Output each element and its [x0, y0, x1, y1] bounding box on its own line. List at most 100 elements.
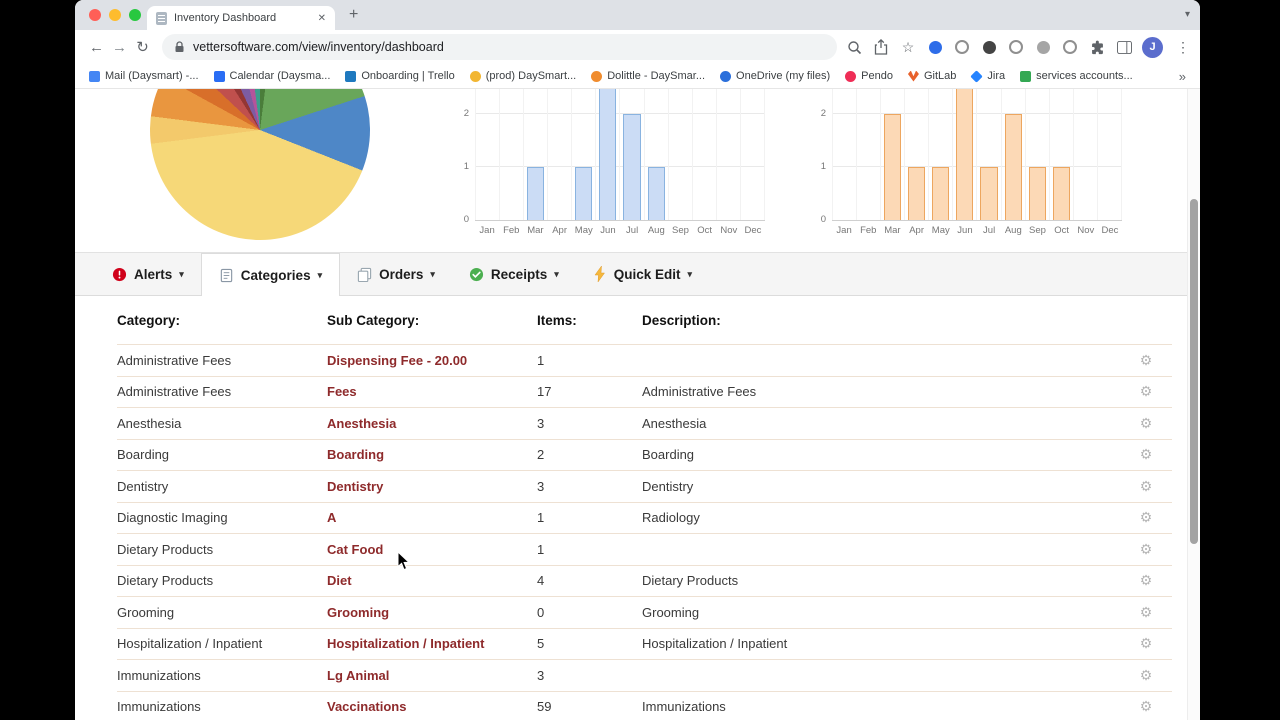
bar: [575, 167, 593, 220]
extension-icon-3[interactable]: [1007, 38, 1025, 56]
bookmark-item[interactable]: GitLab: [907, 70, 956, 82]
address-bar[interactable]: vettersoftware.com/view/inventory/dashbo…: [162, 34, 837, 60]
sub-category-cell[interactable]: Cat Food: [327, 541, 384, 557]
bookmark-item[interactable]: Onboarding | Trello: [345, 70, 455, 82]
sub-category-cell[interactable]: Lg Animal: [327, 667, 390, 683]
x-axis-tick: Oct: [1054, 225, 1070, 236]
scrollbar[interactable]: [1187, 89, 1200, 720]
x-axis-tick: Jun: [957, 225, 973, 236]
browser-tab[interactable]: Inventory Dashboard ✕: [147, 6, 335, 30]
category-cell: Immunizations: [117, 667, 201, 683]
bookmark-item[interactable]: Mail (Daysmart) -...: [89, 70, 199, 82]
new-tab-button[interactable]: +: [349, 6, 359, 23]
description-cell: Radiology: [642, 510, 700, 526]
items-cell: 0: [537, 604, 545, 620]
puzzle-icon[interactable]: [1088, 38, 1106, 56]
row-settings-gear-icon[interactable]: ⚙: [1139, 666, 1153, 683]
sub-category-cell[interactable]: A: [327, 510, 337, 526]
table-row: Boarding Boarding 2 Boarding ⚙: [117, 438, 1172, 471]
x-axis-tick: Sep: [1029, 225, 1046, 236]
extension-icon-2[interactable]: [980, 38, 998, 56]
items-cell: 4: [537, 573, 545, 589]
bookmark-star-icon[interactable]: ☆: [901, 38, 915, 55]
row-settings-gear-icon[interactable]: ⚙: [1139, 635, 1153, 652]
category-cell: Grooming: [117, 604, 175, 620]
row-settings-gear-icon[interactable]: ⚙: [1139, 698, 1153, 715]
bookmark-item[interactable]: Pendo: [845, 70, 893, 82]
row-settings-gear-icon[interactable]: ⚙: [1139, 540, 1153, 557]
row-settings-gear-icon[interactable]: ⚙: [1139, 603, 1153, 620]
alert-icon: [112, 267, 127, 282]
bookmark-item[interactable]: (prod) DaySmart...: [469, 70, 576, 82]
bar: [1004, 114, 1022, 220]
items-cell: 17: [537, 384, 552, 400]
extension-icon-4[interactable]: [1034, 38, 1052, 56]
sub-category-cell[interactable]: Fees: [327, 384, 357, 400]
tab-alerts[interactable]: Alerts ▾: [95, 253, 201, 295]
tab-categories[interactable]: Categories ▾: [200, 253, 341, 296]
sub-category-cell[interactable]: Grooming: [327, 604, 390, 620]
row-settings-gear-icon[interactable]: ⚙: [1139, 446, 1153, 463]
x-axis-tick: Nov: [720, 225, 738, 236]
minimize-window-button[interactable]: [109, 9, 121, 21]
receipts-icon: [469, 267, 484, 282]
row-settings-gear-icon[interactable]: ⚙: [1139, 351, 1153, 368]
tab-quick-edit[interactable]: Quick Edit ▾: [576, 253, 709, 295]
share-icon[interactable]: [872, 38, 890, 56]
x-axis-tick: Jan: [479, 225, 495, 236]
sub-category-cell[interactable]: Hospitalization / Inpatient: [327, 636, 485, 652]
extension-icon-1[interactable]: [953, 38, 971, 56]
description-cell: Boarding: [642, 447, 695, 463]
bar: [647, 167, 665, 220]
description-cell: Administrative Fees: [642, 384, 757, 400]
bookmark-item[interactable]: Dolittle - DaySmar...: [591, 70, 705, 82]
scrollbar-thumb[interactable]: [1190, 199, 1198, 544]
bookmark-items: Mail (Daysmart) -... Calendar (Daysma... O…: [89, 69, 1133, 83]
y-axis-tick: 1: [820, 161, 826, 172]
tab-list-chevron-icon[interactable]: ▾: [1184, 9, 1190, 20]
bookmark-item[interactable]: services accounts...: [1020, 70, 1133, 82]
sub-category-cell[interactable]: Vaccinations: [327, 699, 407, 715]
row-settings-gear-icon[interactable]: ⚙: [1139, 383, 1153, 400]
quick-edit-icon: [593, 266, 607, 282]
bookmark-item[interactable]: Calendar (Daysma...: [213, 70, 330, 82]
side-panel-icon[interactable]: [1115, 38, 1133, 56]
tab-favicon-icon: [156, 11, 167, 25]
row-settings-gear-icon[interactable]: ⚙: [1139, 414, 1153, 431]
x-axis-tick: Oct: [697, 225, 713, 236]
zoom-icon[interactable]: [845, 38, 863, 56]
sub-category-cell[interactable]: Boarding: [327, 447, 385, 463]
reload-button[interactable]: ↻: [136, 39, 149, 56]
menu-kebab-icon[interactable]: ⋮: [1176, 38, 1190, 55]
row-settings-gear-icon[interactable]: ⚙: [1139, 509, 1153, 526]
sub-category-cell[interactable]: Diet: [327, 573, 352, 589]
items-cell: 1: [537, 352, 545, 368]
x-axis-tick: Dec: [1101, 225, 1119, 236]
tab-close-icon[interactable]: ✕: [317, 12, 326, 24]
bookmark-item[interactable]: OneDrive (my files): [720, 70, 830, 82]
extension-icon-5[interactable]: [1061, 38, 1079, 56]
profile-avatar[interactable]: J: [1142, 36, 1163, 58]
row-settings-gear-icon[interactable]: ⚙: [1139, 572, 1153, 589]
bookmarks-overflow-icon[interactable]: »: [1178, 68, 1186, 84]
url-text: vettersoftware.com/view/inventory/dashbo…: [193, 40, 444, 54]
row-settings-gear-icon[interactable]: ⚙: [1139, 477, 1153, 494]
category-cell: Boarding: [117, 447, 170, 463]
close-window-button[interactable]: [89, 9, 101, 21]
dolittle-icon: [591, 70, 603, 82]
forward-button[interactable]: →: [112, 38, 127, 56]
x-axis-tick: Aug: [1004, 225, 1022, 236]
tab-orders[interactable]: Orders ▾: [340, 253, 452, 295]
bookmark-label: Onboarding | Trello: [361, 70, 455, 82]
record-dot-icon[interactable]: [926, 38, 944, 56]
x-axis-tick: Dec: [744, 225, 762, 236]
bookmark-item[interactable]: Jira: [970, 69, 1005, 83]
sub-category-cell[interactable]: Anesthesia: [327, 415, 397, 431]
back-button[interactable]: ←: [89, 38, 104, 56]
sub-category-cell[interactable]: Dentistry: [327, 478, 384, 494]
description-cell: Dietary Products: [642, 573, 739, 589]
maximize-window-button[interactable]: [129, 9, 141, 21]
sub-category-cell[interactable]: Dispensing Fee - 20.00: [327, 352, 468, 368]
description-cell: Dentistry: [642, 478, 694, 494]
tab-receipts[interactable]: Receipts ▾: [452, 253, 576, 295]
